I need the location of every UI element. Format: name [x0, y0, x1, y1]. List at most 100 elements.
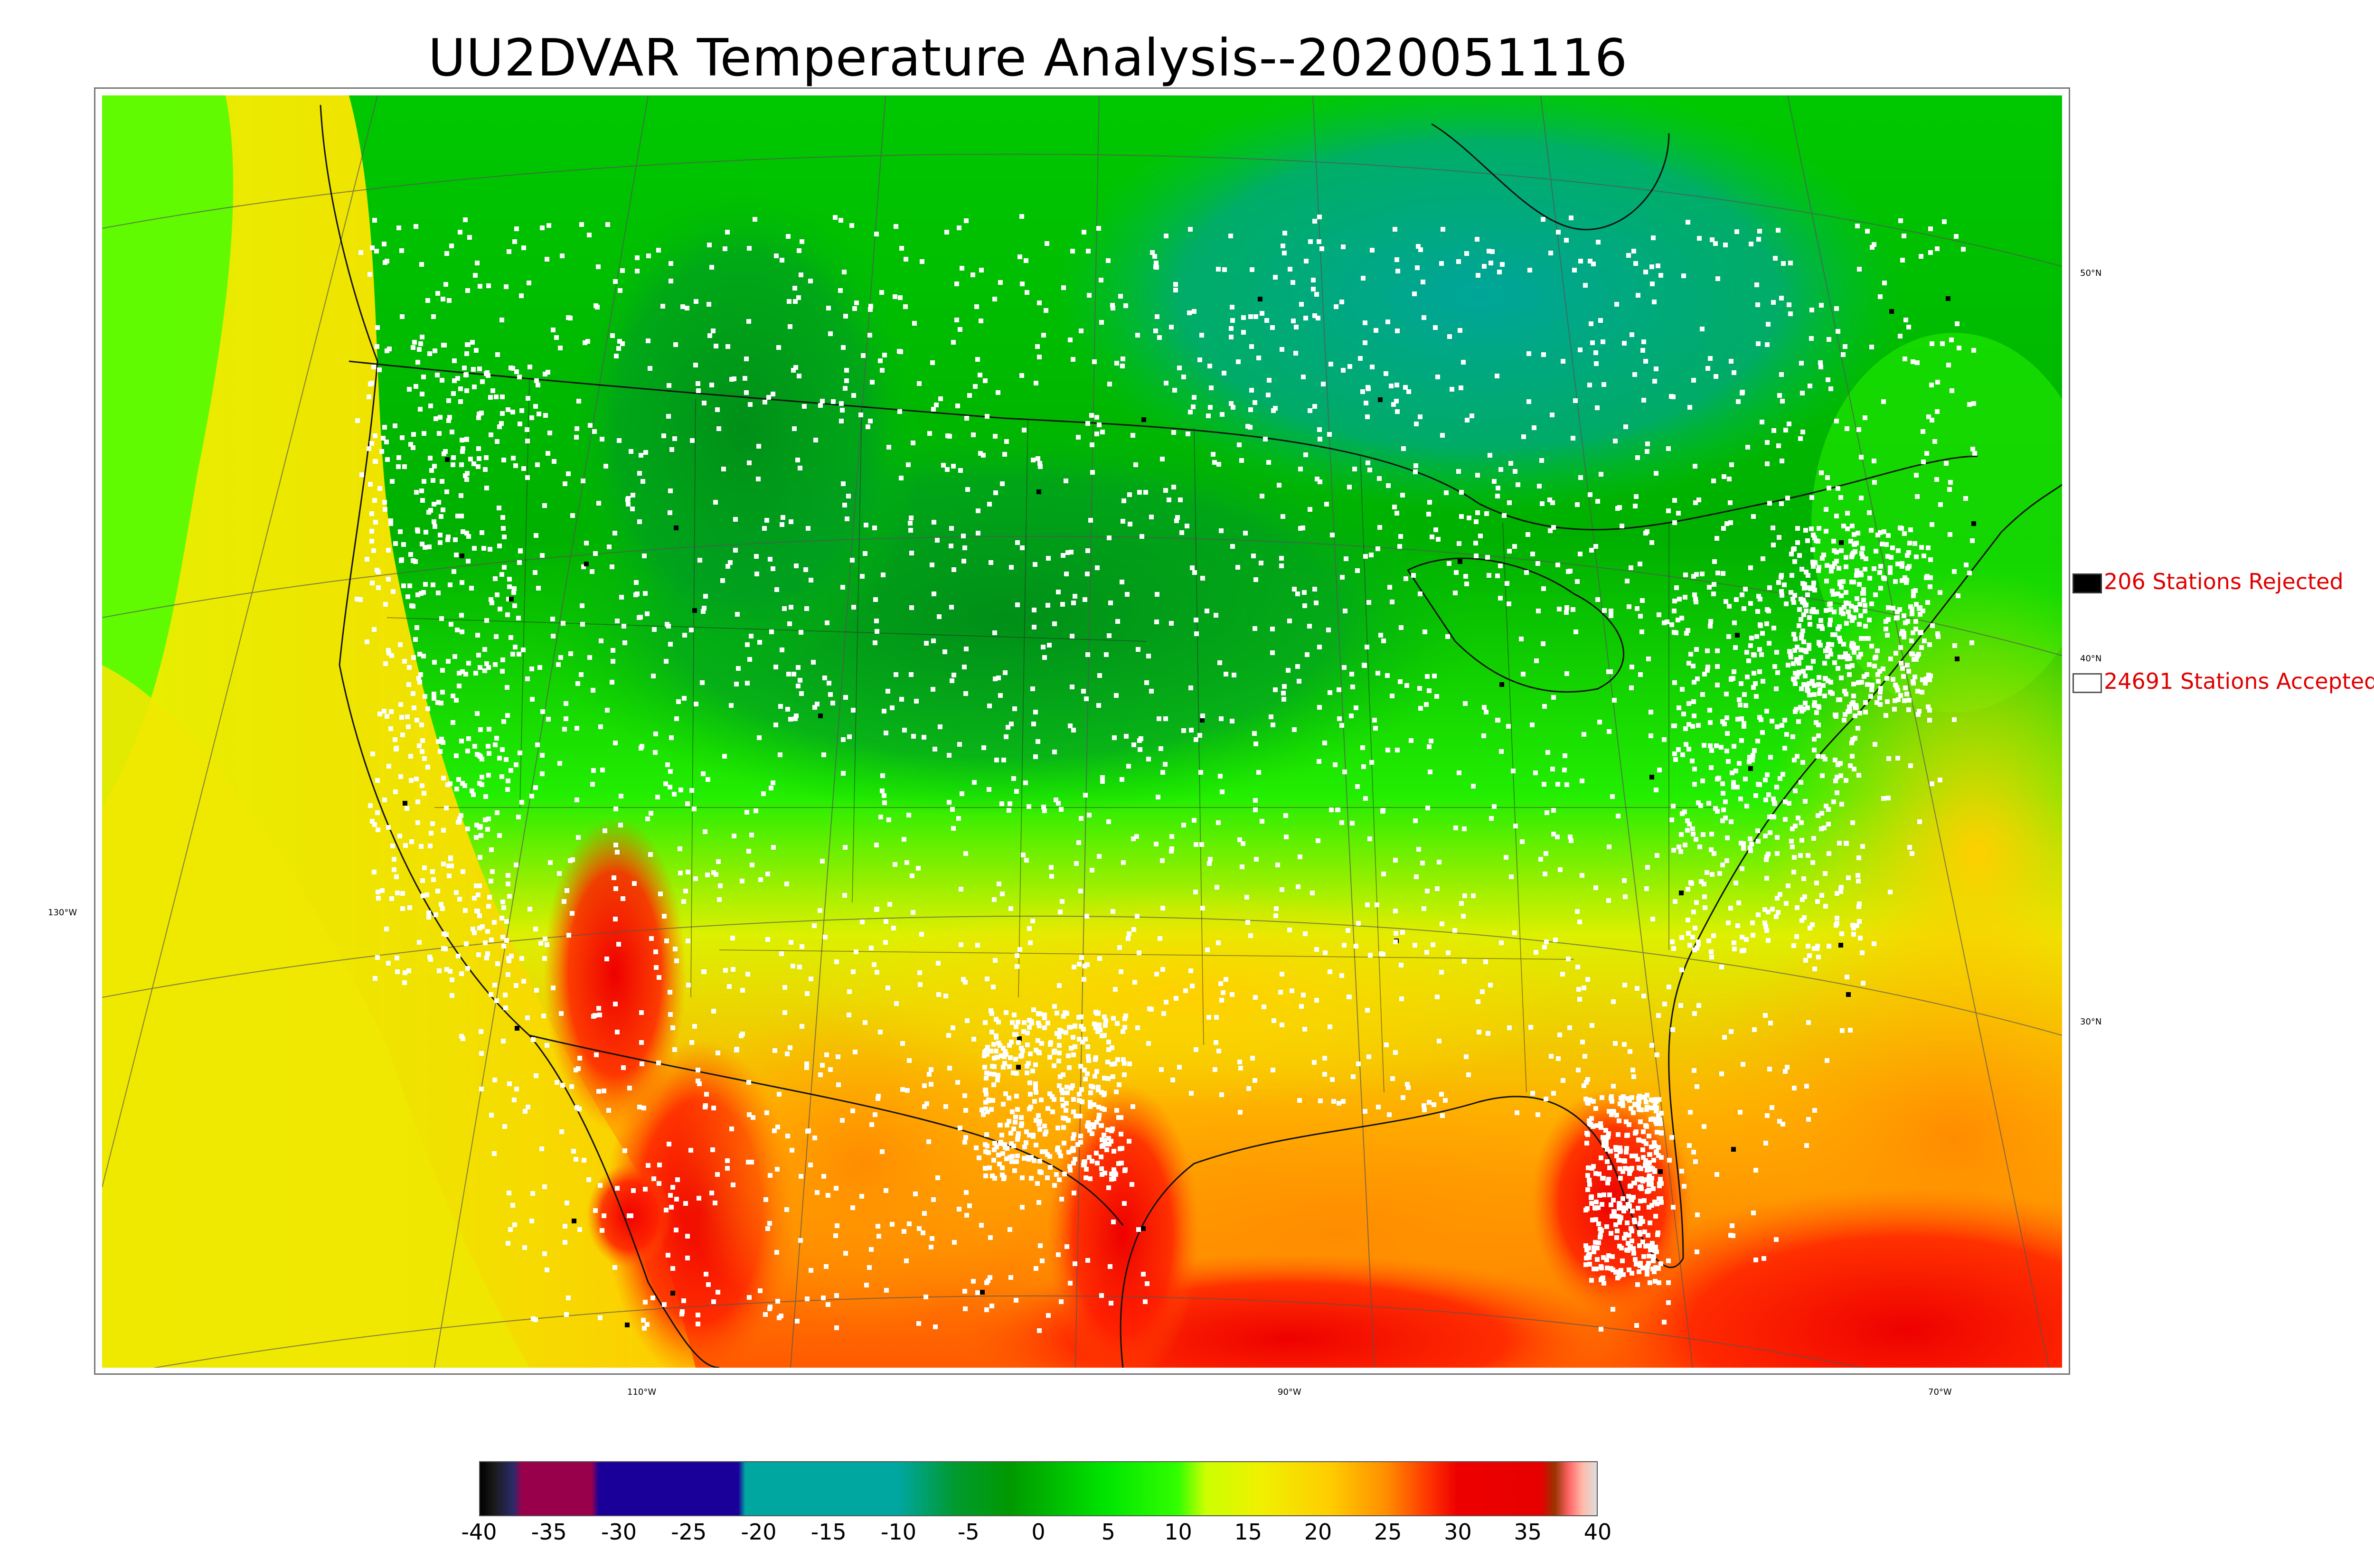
accepted-station	[431, 478, 435, 483]
accepted-station	[1700, 692, 1705, 697]
accepted-station	[1642, 1198, 1647, 1203]
accepted-station	[1270, 650, 1275, 655]
accepted-station	[384, 440, 389, 444]
accepted-station	[1692, 1068, 1696, 1073]
accepted-station	[463, 908, 468, 913]
accepted-station	[1715, 809, 1720, 814]
accepted-station	[1859, 573, 1864, 577]
accepted-station	[1521, 672, 1526, 676]
accepted-station	[1795, 675, 1799, 679]
accepted-station	[812, 1136, 817, 1140]
accepted-station	[744, 810, 749, 815]
accepted-station	[1381, 872, 1386, 876]
accepted-station	[681, 899, 686, 904]
accepted-station	[1810, 922, 1815, 927]
accepted-station	[472, 896, 477, 901]
accepted-station	[1695, 1212, 1700, 1217]
colorbar-tick--20: -20	[741, 1519, 777, 1545]
accepted-station	[1253, 1078, 1257, 1083]
accepted-station	[1770, 814, 1775, 819]
accepted-station	[1884, 713, 1888, 718]
legend-rejected-swatch	[2073, 573, 2102, 593]
accepted-station	[1802, 586, 1807, 591]
accepted-station	[1033, 710, 1038, 714]
accepted-station	[1649, 1244, 1654, 1249]
accepted-station	[1079, 1024, 1083, 1029]
accepted-station	[993, 676, 998, 681]
accepted-station	[1928, 674, 1933, 678]
accepted-station	[1730, 1223, 1734, 1228]
accepted-station	[1489, 816, 1494, 821]
accepted-station	[992, 630, 997, 635]
accepted-station	[1031, 1007, 1036, 1012]
accepted-station	[475, 711, 480, 716]
accepted-station	[763, 400, 767, 404]
accepted-station	[1530, 552, 1535, 556]
accepted-station	[1848, 539, 1853, 544]
accepted-station	[1200, 576, 1205, 581]
accepted-station	[369, 539, 374, 544]
accepted-station	[782, 1010, 787, 1015]
accepted-station	[1575, 909, 1580, 914]
accepted-station	[1869, 528, 1874, 533]
accepted-station	[1065, 550, 1070, 555]
accepted-station	[1672, 680, 1677, 685]
accepted-station	[1052, 1097, 1056, 1102]
accepted-station	[415, 625, 419, 630]
accepted-station	[1084, 1167, 1089, 1172]
accepted-station	[422, 791, 426, 796]
accepted-station	[439, 902, 443, 907]
accepted-station	[516, 815, 521, 819]
accepted-station	[778, 752, 782, 757]
accepted-station	[1625, 1221, 1630, 1225]
accepted-station	[1091, 1085, 1095, 1089]
accepted-station	[1645, 1264, 1650, 1269]
accepted-station	[1020, 1175, 1025, 1180]
accepted-station	[982, 1053, 987, 1058]
accepted-station	[1658, 1177, 1663, 1182]
accepted-station	[1130, 433, 1135, 438]
accepted-station	[794, 563, 799, 568]
accepted-station	[422, 865, 427, 870]
accepted-station	[557, 761, 562, 766]
accepted-station	[824, 1052, 829, 1057]
accepted-station	[630, 507, 635, 511]
accepted-station	[1914, 473, 1919, 478]
accepted-station	[1454, 570, 1459, 575]
accepted-station	[581, 479, 585, 483]
accepted-station	[1947, 487, 1952, 492]
accepted-station	[526, 396, 530, 401]
accepted-station	[1856, 531, 1860, 535]
accepted-station	[418, 672, 423, 677]
accepted-station	[1602, 382, 1606, 387]
accepted-station	[1792, 546, 1797, 551]
accepted-station	[949, 544, 953, 548]
parallel-50n	[102, 153, 2062, 267]
accepted-station	[1171, 430, 1176, 435]
accepted-station	[1621, 1272, 1626, 1277]
accepted-station	[1756, 237, 1761, 242]
accepted-station	[878, 815, 883, 819]
accepted-station	[1690, 724, 1695, 729]
accepted-station	[683, 889, 688, 893]
accepted-station	[563, 1224, 567, 1229]
accepted-station	[788, 324, 792, 329]
accepted-station	[485, 951, 490, 956]
accepted-station	[1715, 664, 1720, 669]
accepted-station	[1140, 534, 1144, 539]
accepted-station	[666, 414, 671, 419]
accepted-station	[967, 393, 972, 398]
accepted-station	[665, 762, 670, 767]
accepted-station	[1712, 559, 1717, 564]
accepted-station	[1754, 282, 1759, 287]
accepted-station	[1606, 1253, 1611, 1258]
accepted-station	[1282, 251, 1287, 255]
accepted-station	[1694, 647, 1699, 652]
accepted-station	[1068, 723, 1073, 728]
accepted-station	[1669, 1135, 1674, 1140]
accepted-station	[1294, 325, 1299, 329]
accepted-station	[1906, 550, 1911, 555]
accepted-station	[729, 703, 734, 708]
accepted-station	[963, 980, 968, 985]
accepted-station	[1690, 935, 1695, 939]
